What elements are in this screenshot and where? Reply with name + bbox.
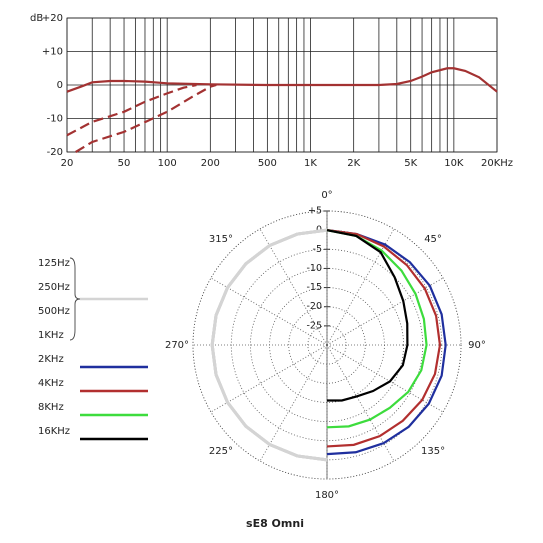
x-tick-label: 200 (201, 158, 220, 169)
polar-curve (326, 229, 409, 402)
x-tick-label: 20KHz (481, 158, 513, 169)
x-tick-label: 50 (118, 158, 131, 169)
spoke (326, 228, 395, 346)
spoke (326, 344, 444, 413)
y-tick-label: -20 (47, 147, 63, 158)
angle-label: 45° (424, 234, 442, 245)
angle-label: 270° (165, 340, 189, 351)
r-tick-label: +5 (308, 206, 322, 217)
legend-label: 500Hz (38, 306, 70, 317)
r-tick-label: -20 (306, 301, 322, 312)
legend-label: 16KHz (38, 426, 70, 437)
spoke (210, 277, 328, 346)
y-tick-label: +20 (42, 13, 63, 24)
x-tick-label: 100 (158, 158, 177, 169)
legend-label: 8KHz (38, 402, 64, 413)
legend-label: 125Hz (38, 258, 70, 269)
polar-title: sE8 Omni (246, 517, 304, 530)
spoke (326, 344, 395, 462)
x-tick-label: 500 (258, 158, 277, 169)
legend-label: 250Hz (38, 282, 70, 293)
legend-label: 2KHz (38, 354, 64, 365)
spoke (259, 228, 328, 346)
legend-label: 1KHz (38, 330, 64, 341)
spoke (210, 344, 328, 413)
x-tick-label: 5K (404, 158, 417, 169)
x-tick-label: 1K (304, 158, 317, 169)
polar-curve (326, 229, 442, 448)
response-line (75, 83, 217, 153)
r-tick-label: -15 (306, 282, 322, 293)
angle-label: 0° (321, 190, 332, 201)
legend-brace (69, 257, 81, 341)
r-grid-ring (307, 325, 347, 365)
y-tick-label: +10 (42, 47, 63, 58)
angle-label: 315° (209, 234, 233, 245)
polar-curve (210, 228, 328, 462)
x-tick-label: 20 (61, 158, 74, 169)
y-axis-label: dB (30, 13, 43, 24)
angle-label: 90° (468, 340, 486, 351)
y-tick-label: -10 (47, 114, 63, 125)
polar-curve (326, 229, 428, 429)
polar-curve (326, 229, 447, 456)
angle-label: 135° (421, 446, 445, 457)
plot-frame (66, 17, 498, 153)
spoke (326, 277, 444, 346)
legend-label: 4KHz (38, 378, 64, 389)
angle-label: 180° (315, 490, 339, 501)
y-tick-label: 0 (57, 80, 63, 91)
response-line (66, 67, 498, 93)
x-tick-label: 2K (347, 158, 360, 169)
r-tick-label: -5 (313, 244, 322, 255)
spoke (259, 344, 328, 462)
r-tick-label: -10 (306, 263, 322, 274)
x-tick-label: 10K (444, 158, 464, 169)
r-tick-label: -25 (306, 320, 322, 331)
angle-label: 225° (209, 446, 233, 457)
response-line (66, 83, 197, 137)
